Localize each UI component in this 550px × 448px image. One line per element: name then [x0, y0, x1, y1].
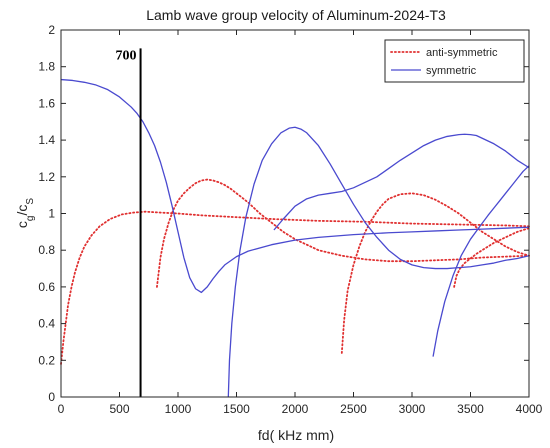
symmetric-series-5: [60, 78, 530, 294]
x-tick-label: 3500: [457, 402, 484, 416]
axes: [60, 29, 530, 398]
legend-label: symmetric: [426, 65, 477, 77]
y-tick-label: 0.6: [38, 280, 55, 294]
x-tick-label: 4000: [516, 402, 543, 416]
y-tick-label: 0.8: [38, 243, 55, 257]
annotation-layer: 700: [116, 48, 142, 397]
x-axis-label: fd( kHz mm): [258, 427, 334, 443]
y-tick-label: 1.4: [38, 133, 55, 147]
y-tick-label: 0.4: [38, 317, 55, 331]
anti-symmetric-series-3: [340, 192, 530, 354]
x-tick-label: 500: [109, 402, 129, 416]
x-tick-label: 1000: [165, 402, 192, 416]
y-tick-label: 1.2: [38, 170, 55, 184]
y-label-sub2: S: [25, 198, 36, 205]
tick-labels: 0 500 1000 1500 2000 2500 3000 3500 4000 0 0.2 0.4 0…: [38, 23, 542, 416]
plot-background: [61, 30, 529, 397]
x-tick-label: 3000: [399, 402, 426, 416]
y-tick-label: 1.8: [38, 60, 55, 74]
x-tick-label: 1500: [223, 402, 250, 416]
marker-label: 700: [116, 48, 137, 63]
y-tick-label: 1.6: [38, 96, 55, 110]
y-axis-label: cg/cS: [14, 198, 36, 228]
symmetric-series-8: [432, 165, 530, 357]
y-tick-label: 2: [48, 23, 55, 37]
x-tick-label: 0: [58, 402, 65, 416]
series-layer: [60, 78, 530, 398]
legend-label: anti-symmetric: [426, 47, 498, 59]
anti-symmetric-series-4: [453, 227, 530, 288]
y-label-sub1: g: [25, 216, 36, 222]
x-tick-label: 2500: [340, 402, 367, 416]
plot-area: [61, 30, 529, 397]
x-tick-label: 2000: [282, 402, 309, 416]
symmetric-series-6: [227, 126, 530, 398]
legend: anti-symmetric symmetric: [384, 39, 525, 83]
y-tick-label: 1: [48, 207, 55, 221]
y-label-main: c: [14, 221, 30, 228]
legend-box: [384, 39, 525, 83]
y-tick-label: 0.2: [38, 353, 55, 367]
chart-title: Lamb wave group velocity of Aluminum-202…: [146, 7, 446, 23]
y-label-slash: /c: [14, 205, 30, 216]
svg-text:cg/cS: cg/cS: [14, 198, 36, 228]
anti-symmetric-series-2: [156, 178, 530, 288]
y-tick-label: 0: [48, 390, 55, 404]
symmetric-series-7: [273, 133, 530, 231]
